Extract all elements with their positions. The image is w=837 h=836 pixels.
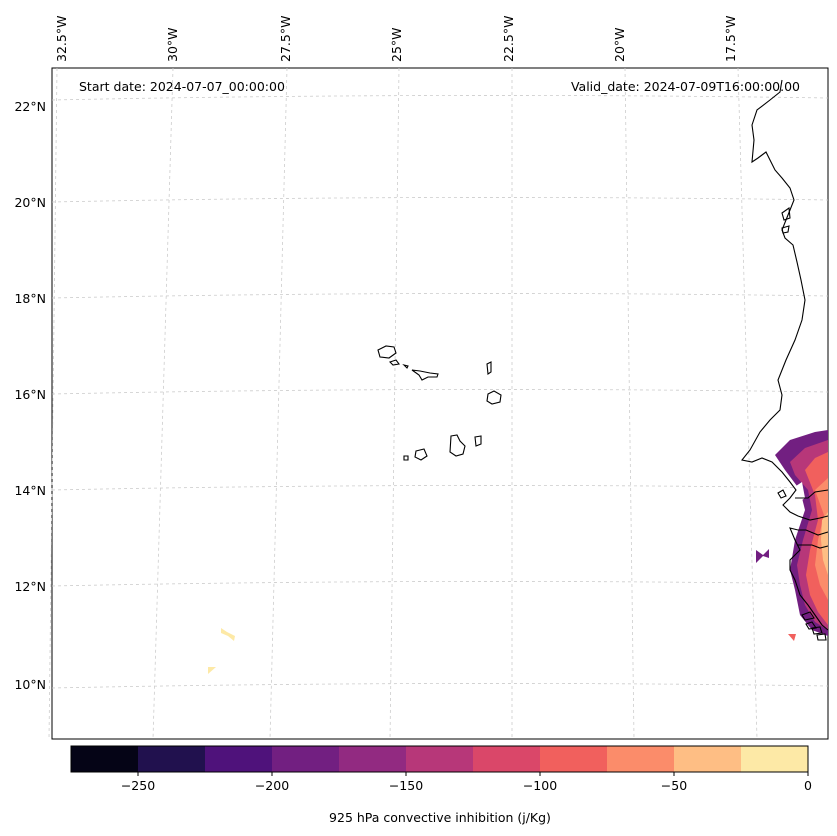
gridlines <box>48 67 829 740</box>
border-line <box>795 489 829 499</box>
lon-label: 32.5°W <box>54 16 69 62</box>
colorbar-swatch <box>71 746 139 772</box>
colorbar-tick-label: −150 <box>389 778 423 793</box>
island-north-1 <box>781 207 791 221</box>
island-bijagos-4 <box>816 633 827 641</box>
island-santo-antao <box>377 345 397 359</box>
cin-patch-red-small <box>788 634 796 641</box>
island-sao-vicente <box>388 359 400 366</box>
cin-patch-yellow-2 <box>208 667 216 674</box>
island-santa-luzia <box>402 363 409 369</box>
lat-label: 22°N <box>14 99 46 114</box>
lat-label: 14°N <box>14 483 46 498</box>
lat-label: 18°N <box>14 291 46 306</box>
colorbar-tick-label: −50 <box>661 778 687 793</box>
lon-label: 30°W <box>165 27 180 62</box>
colorbar-swatch <box>540 746 608 772</box>
island-boa-vista <box>486 390 502 405</box>
colorbar-tick-label: −250 <box>121 778 155 793</box>
colorbar-swatch <box>339 746 407 772</box>
colorbar-swatch <box>741 746 809 772</box>
lat-label: 16°N <box>14 387 46 402</box>
colorbar-swatch <box>473 746 541 772</box>
coastlines <box>377 79 829 641</box>
latitude-labels: 22°N 20°N 18°N 16°N 14°N 12°N 10°N <box>14 99 46 692</box>
island-bijagos-1 <box>801 611 815 621</box>
island-brava <box>403 455 409 461</box>
map-frame <box>51 67 829 740</box>
colorbar-swatch <box>205 746 273 772</box>
border-line-2 <box>797 544 829 549</box>
lon-label: 25°W <box>389 27 404 62</box>
colorbar: −250 −200 −150 −100 −50 0 <box>70 745 812 793</box>
island-fogo <box>414 448 428 461</box>
island-sal <box>486 361 492 375</box>
island-sao-nicolau <box>411 369 439 381</box>
lon-label: 22.5°W <box>501 16 516 62</box>
longitude-labels: 32.5°W 30°W 27.5°W 25°W 22.5°W 20°W 17.5… <box>54 16 738 62</box>
island-santiago <box>449 434 466 457</box>
colorbar-tick-label: −200 <box>255 778 289 793</box>
valid-date-label: Valid_date: 2024-07-09T16:00:00.00 <box>571 79 800 94</box>
colorbar-tick-label: −100 <box>523 778 557 793</box>
lon-label: 27.5°W <box>278 16 293 62</box>
cin-patch-yellow-1 <box>221 628 235 641</box>
lat-label: 12°N <box>14 579 46 594</box>
island-maio <box>474 435 482 447</box>
island-north-2 <box>781 225 790 234</box>
lat-label: 20°N <box>14 195 46 210</box>
lat-label: 10°N <box>14 677 46 692</box>
colorbar-swatch <box>674 746 742 772</box>
colorbar-swatch <box>607 746 675 772</box>
cin-region-core <box>821 512 828 575</box>
colorbar-tick-label: 0 <box>804 778 812 793</box>
colorbar-frame <box>70 745 809 773</box>
lon-label: 20°W <box>612 27 627 62</box>
colorbar-swatch <box>138 746 206 772</box>
africa-coast-south <box>789 527 829 631</box>
island-dakar-pen <box>777 489 787 499</box>
start-date-label: Start date: 2024-07-07_00:00:00 <box>79 79 285 94</box>
lon-label: 17.5°W <box>723 16 738 62</box>
colorbar-label: 925 hPa convective inhibition (j/Kg) <box>329 810 551 825</box>
island-bijagos-3 <box>811 626 823 635</box>
africa-coastline <box>741 79 829 521</box>
colorbar-swatch <box>406 746 474 772</box>
cin-patch-isolated-purple <box>756 549 769 563</box>
colorbar-swatch <box>272 746 340 772</box>
